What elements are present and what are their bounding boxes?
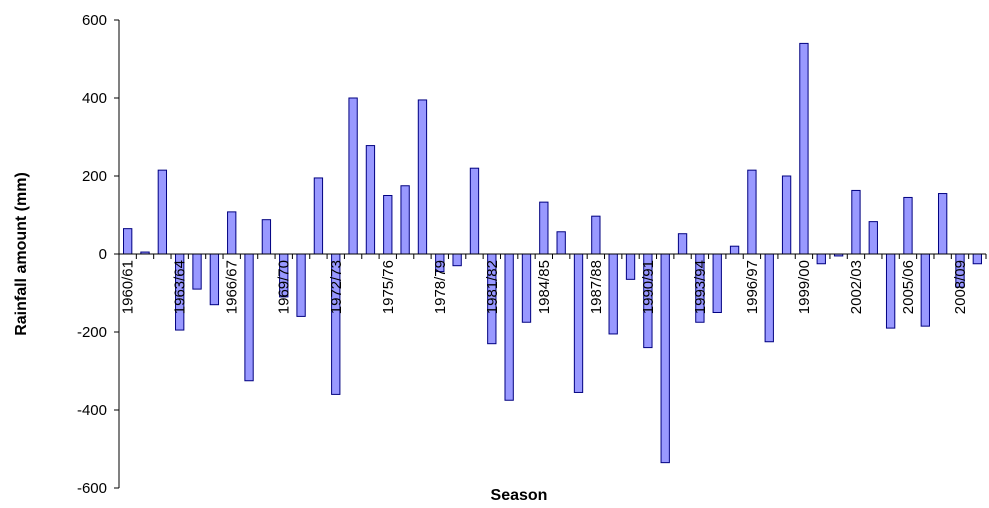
bar-1989-90 — [625, 253, 636, 280]
x-tick-label: 1972/73 — [328, 260, 345, 314]
bar-1964-65 — [192, 253, 202, 290]
y-tick-label: -200 — [77, 324, 107, 341]
bar-1962-63 — [157, 169, 168, 255]
x-tick-label: 1993/94 — [692, 260, 709, 314]
bar-2004-05 — [885, 253, 896, 329]
bar-1988-89 — [608, 253, 618, 335]
bar-1995-96 — [729, 245, 740, 255]
bar-1967-68 — [244, 253, 254, 382]
bar-2003-04 — [868, 221, 878, 255]
bar-2002-03 — [851, 189, 861, 255]
x-tick-label: 2008/09 — [952, 260, 969, 314]
bar-2009-10 — [972, 253, 982, 265]
bar-1979-80 — [452, 253, 462, 267]
bar-1991-92 — [660, 253, 670, 464]
bar-1976-77 — [400, 185, 410, 255]
bars-layer — [123, 42, 982, 464]
x-tick-label: 1999/00 — [796, 260, 813, 314]
bar-1975-76 — [383, 195, 393, 255]
x-tick-label: 1963/64 — [172, 260, 189, 314]
y-tick-label: 0 — [99, 246, 107, 263]
bar-2007-08 — [937, 193, 948, 255]
bar-1985-86 — [556, 231, 566, 255]
bar-1970-71 — [296, 253, 306, 317]
x-tick-label: 2005/06 — [900, 260, 917, 314]
bar-1966-67 — [227, 211, 237, 255]
x-tick-label: 1966/67 — [224, 260, 241, 314]
x-tick-label: 1969/70 — [276, 260, 293, 314]
x-tick-label: 1975/76 — [380, 260, 397, 314]
y-tick-label: -600 — [77, 480, 107, 497]
x-tick-layer: 1960/61 1963/64 1966/67 1969/70 1972/73 1975/… — [118, 254, 987, 314]
x-axis-title: Season — [491, 487, 548, 504]
bar-1983-84 — [521, 253, 532, 323]
bar-1986-87 — [573, 253, 584, 393]
bar-1973-74 — [348, 97, 358, 255]
bar-1984-85 — [539, 201, 549, 255]
y-tick-label: 200 — [82, 168, 107, 185]
x-tick-label: 1978/79 — [432, 260, 449, 314]
x-tick-label: 1987/88 — [588, 260, 605, 314]
x-tick-label: 1984/85 — [536, 260, 553, 314]
bar-1968-69 — [261, 219, 272, 255]
bar-1960-61 — [123, 228, 133, 255]
y-tick-layer: -600 -400 -200 0 200 400 600 — [77, 12, 119, 497]
y-tick-label: 400 — [82, 90, 107, 107]
bar-1996-97 — [747, 169, 757, 255]
bar-2006-07 — [920, 253, 930, 327]
x-tick-label: 1996/97 — [744, 260, 761, 314]
y-tick-label: -400 — [77, 402, 107, 419]
bar-2005-06 — [903, 196, 913, 255]
bar-1974-75 — [365, 145, 376, 255]
bar-1982-83 — [504, 253, 514, 401]
x-tick-label: 2002/03 — [848, 260, 865, 314]
x-tick-label: 1960/61 — [120, 260, 137, 314]
y-axis-title: Rainfall amount (mm) — [13, 172, 30, 336]
bar-1999-00 — [799, 42, 809, 255]
bar-1987-88 — [591, 215, 601, 255]
x-tick-label: 1990/91 — [640, 260, 657, 314]
bar-1980-81 — [469, 167, 480, 255]
bar-1998-99 — [781, 175, 792, 255]
bar-2000-01 — [816, 253, 826, 265]
bar-1992-93 — [677, 233, 688, 255]
x-tick-label: 1981/82 — [484, 260, 501, 314]
bar-1977-78 — [417, 99, 428, 255]
y-tick-label: 600 — [82, 12, 107, 29]
bar-1997-98 — [764, 253, 774, 343]
bar-1965-66 — [209, 253, 220, 306]
bar-1994-95 — [712, 253, 722, 313]
bar-1971-72 — [313, 177, 324, 255]
